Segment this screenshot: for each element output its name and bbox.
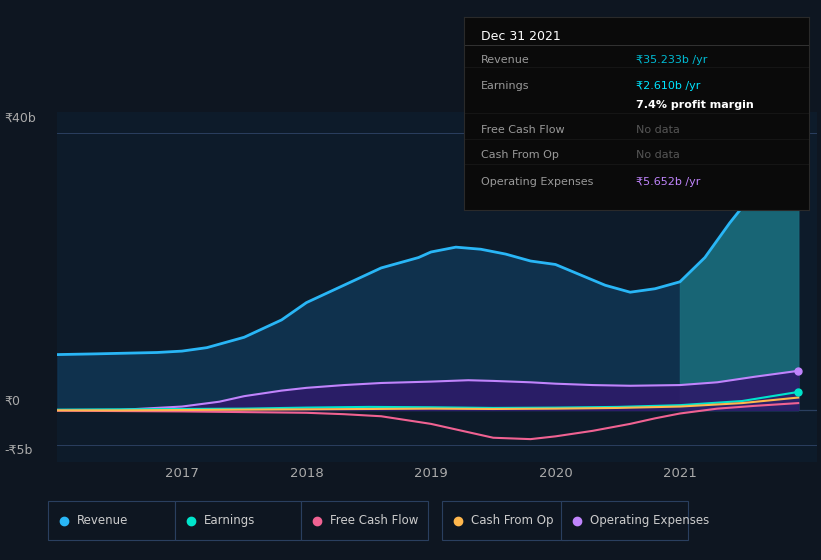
FancyBboxPatch shape [301, 501, 428, 540]
Text: ₹35.233b /yr: ₹35.233b /yr [636, 55, 708, 66]
Text: No data: No data [636, 150, 680, 160]
Text: Free Cash Flow: Free Cash Flow [330, 514, 419, 528]
Text: Cash From Op: Cash From Op [481, 150, 559, 160]
Text: Free Cash Flow: Free Cash Flow [481, 125, 565, 135]
Text: ₹0: ₹0 [4, 395, 20, 408]
Text: Revenue: Revenue [77, 514, 129, 528]
Text: Earnings: Earnings [481, 81, 530, 91]
Text: Revenue: Revenue [481, 55, 530, 66]
FancyBboxPatch shape [48, 501, 175, 540]
Text: ₹5.652b /yr: ₹5.652b /yr [636, 177, 700, 187]
Text: Earnings: Earnings [204, 514, 255, 528]
Text: 7.4% profit margin: 7.4% profit margin [636, 100, 754, 110]
Text: ₹2.610b /yr: ₹2.610b /yr [636, 81, 700, 91]
FancyBboxPatch shape [562, 501, 688, 540]
Text: ₹40b: ₹40b [4, 111, 36, 124]
Text: Dec 31 2021: Dec 31 2021 [481, 30, 561, 43]
Text: Operating Expenses: Operating Expenses [481, 177, 594, 187]
Text: Operating Expenses: Operating Expenses [590, 514, 709, 528]
FancyBboxPatch shape [175, 501, 301, 540]
Text: Cash From Op: Cash From Op [471, 514, 553, 528]
FancyBboxPatch shape [442, 501, 568, 540]
Text: -₹5b: -₹5b [4, 444, 33, 457]
Text: No data: No data [636, 125, 680, 135]
